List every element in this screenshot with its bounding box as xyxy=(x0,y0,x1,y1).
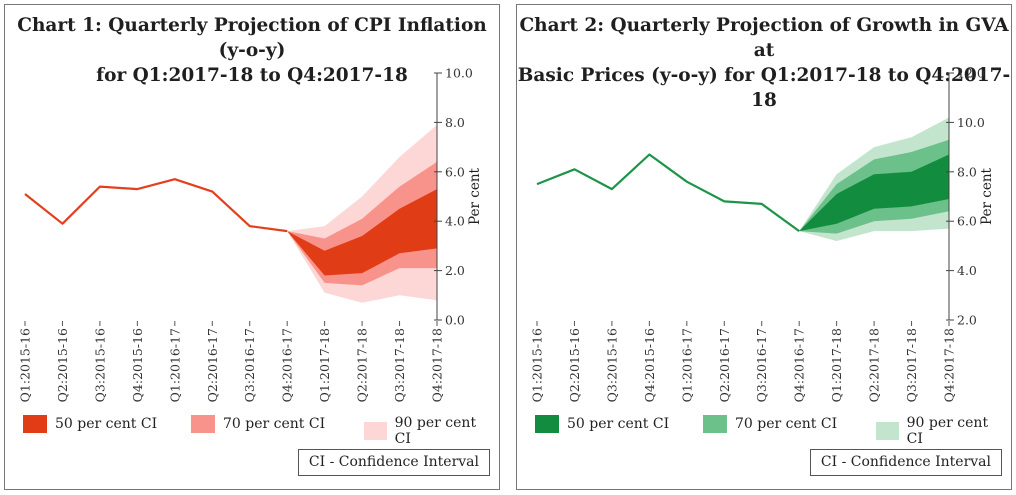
chart-1-title-line-1: Chart 1: Quarterly Projection of CPI Inf… xyxy=(17,15,487,61)
chart-1-ci-note: CI - Confidence Interval xyxy=(297,449,490,476)
legend-swatch-ci70 xyxy=(703,415,727,433)
x-tick-label: Q3:2015-16 xyxy=(604,328,619,402)
fan-band-ci50 xyxy=(287,189,437,276)
chart-2-ci-note: CI - Confidence Interval xyxy=(809,449,1002,476)
legend-label-ci70: 70 per cent CI xyxy=(735,416,838,432)
x-tick-label: Q2:2017-18 xyxy=(355,328,370,402)
y-tick-label: 8.0 xyxy=(445,115,465,130)
x-tick-label: Q1:2015-16 xyxy=(18,328,33,402)
legend-swatch-ci50 xyxy=(23,415,47,433)
chart-1-legend: 50 per cent CI 70 per cent CI 90 per cen… xyxy=(19,415,491,447)
chart-1-legend-ci70: 70 per cent CI xyxy=(191,415,325,433)
legend-label-ci50: 50 per cent CI xyxy=(567,416,670,432)
x-tick-label: Q1:2015-16 xyxy=(530,328,545,402)
chart-2-panel: Chart 2: Quarterly Projection of Growth … xyxy=(516,4,1012,490)
chart-1-title: Chart 1: Quarterly Projection of CPI Inf… xyxy=(5,13,499,88)
y-tick-label: 4.0 xyxy=(445,214,465,229)
x-tick-label: Q1:2017-18 xyxy=(829,328,844,402)
y-tick-label: 6.0 xyxy=(445,164,465,179)
y-tick-label: 6.0 xyxy=(957,214,977,229)
y-tick-label: 0.0 xyxy=(445,313,465,328)
x-tick-label: Q3:2017-18 xyxy=(392,328,407,402)
legend-swatch-ci70 xyxy=(191,415,215,433)
x-tick-label: Q4:2017-18 xyxy=(430,328,445,402)
y-tick-label: 10.0 xyxy=(445,66,473,81)
legend-swatch-ci90 xyxy=(876,422,899,440)
x-tick-label: Q3:2016-17 xyxy=(242,328,257,402)
y-axis-label: Per cent xyxy=(979,167,995,224)
y-tick-label: 8.0 xyxy=(957,164,977,179)
fan-band-ci50 xyxy=(799,154,949,232)
x-tick-label: Q1:2016-17 xyxy=(167,328,182,402)
y-tick-label: 4.0 xyxy=(957,263,977,278)
chart-2-title-line-1: Chart 2: Quarterly Projection of Growth … xyxy=(519,15,1009,61)
x-tick-label: Q4:2017-18 xyxy=(942,328,957,402)
legend-swatch-ci50 xyxy=(535,415,559,433)
legend-label-ci50: 50 per cent CI xyxy=(55,416,158,432)
x-tick-label: Q2:2016-17 xyxy=(205,328,220,402)
chart-1-title-line-2: for Q1:2017-18 to Q4:2017-18 xyxy=(96,65,408,86)
chart-2-legend-ci70: 70 per cent CI xyxy=(703,415,837,433)
y-tick-label: 12.0 xyxy=(957,66,985,81)
y-tick-label: 10.0 xyxy=(957,115,985,130)
chart-1-legend-ci50: 50 per cent CI xyxy=(23,415,157,433)
x-tick-label: Q3:2017-18 xyxy=(904,328,919,402)
legend-label-ci90: 90 per cent CI xyxy=(394,415,477,447)
x-tick-label: Q2:2015-16 xyxy=(567,328,582,402)
chart-2-title: Chart 2: Quarterly Projection of Growth … xyxy=(517,13,1011,113)
y-axis-label: Per cent xyxy=(467,167,483,224)
chart-2-legend-ci50: 50 per cent CI xyxy=(535,415,669,433)
y-tick-label: 2.0 xyxy=(445,263,465,278)
x-tick-label: Q4:2015-16 xyxy=(130,328,145,402)
x-tick-label: Q2:2015-16 xyxy=(55,328,70,402)
x-tick-label: Q3:2016-17 xyxy=(754,328,769,402)
chart-2-legend: 50 per cent CI 70 per cent CI 90 per cen… xyxy=(531,415,1003,447)
chart-2-title-line-2: Basic Prices (y-o-y) for Q1:2017-18 to Q… xyxy=(517,65,1011,111)
historical-series-line xyxy=(536,153,800,232)
x-tick-label: Q2:2017-18 xyxy=(867,328,882,402)
legend-label-ci70: 70 per cent CI xyxy=(223,416,326,432)
chart-1-plot: 0.0 2.0 4.0 6.0 8.0 10.0 Per cent Q1:2015-16 Q2:… xyxy=(18,66,484,403)
chart-1-legend-ci90: 90 per cent CI xyxy=(364,415,491,447)
x-tick-label: Q4:2016-17 xyxy=(280,328,295,402)
y-tick-label: 2.0 xyxy=(957,313,977,328)
legend-swatch-ci90 xyxy=(364,422,387,440)
x-tick-label: Q1:2017-18 xyxy=(317,328,332,402)
chart-2-plot: 2.0 4.0 6.0 8.0 10.0 12.0 Per cent Q1:2015-16 Q2… xyxy=(530,66,996,403)
legend-label-ci90: 90 per cent CI xyxy=(906,415,989,447)
chart-2-legend-ci90: 90 per cent CI xyxy=(876,415,1003,447)
x-tick-label: Q1:2016-17 xyxy=(679,328,694,402)
x-tick-label: Q4:2015-16 xyxy=(642,328,657,402)
x-tick-label: Q4:2016-17 xyxy=(792,328,807,402)
x-tick-label: Q3:2015-16 xyxy=(92,328,107,402)
chart-1-panel: Chart 1: Quarterly Projection of CPI Inf… xyxy=(4,4,500,490)
historical-series-line xyxy=(24,178,288,233)
x-tick-label: Q2:2016-17 xyxy=(717,328,732,402)
